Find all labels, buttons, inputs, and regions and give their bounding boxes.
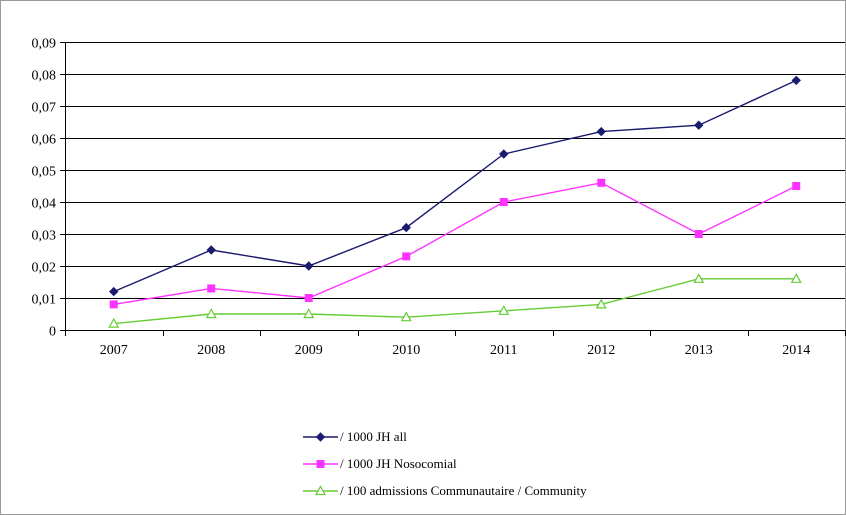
data-point	[694, 120, 704, 130]
axes	[60, 42, 846, 336]
y-tick-label: 0,09	[32, 37, 57, 52]
data-point	[401, 222, 411, 233]
y-tick-label: 0,04	[32, 197, 57, 212]
data-point	[498, 305, 510, 315]
legend-item: / 100 admissions Communautaire / Communi…	[303, 483, 587, 498]
x-tick-label: 2014	[782, 343, 810, 358]
x-tick-label: 2009	[295, 343, 323, 358]
legend-marker	[315, 432, 326, 442]
series-1	[109, 75, 801, 297]
x-tick-label: 2010	[392, 343, 420, 358]
series-line	[113, 182, 797, 306]
legend-item: / 1000 JH Nosocomial	[303, 456, 457, 471]
y-tick-label: 0,03	[32, 229, 57, 244]
legend-marker	[316, 460, 325, 468]
data-point	[304, 294, 313, 302]
data-point	[303, 308, 315, 319]
data-point	[499, 149, 509, 159]
y-tick-label: 0,07	[32, 101, 57, 116]
data-point	[109, 300, 118, 309]
data-point	[595, 298, 607, 309]
x-tick-labels: 2007 2008 2009 2010 2011 2012 2013 2014	[100, 343, 811, 358]
gridlines	[65, 42, 845, 299]
data-point	[207, 284, 216, 293]
data-point	[597, 178, 606, 187]
series-line	[113, 278, 797, 325]
series-layer	[108, 75, 802, 328]
data-point	[108, 317, 120, 328]
data-point	[400, 311, 412, 322]
y-tick-labels: 0 0,01 0,02 0,03 0,04 0,05 0,06 0,07 0,08 0,09	[32, 37, 57, 340]
legend-item: / 1000 JH all	[303, 429, 407, 444]
data-point	[109, 286, 119, 297]
y-tick-label: 0,01	[32, 293, 57, 308]
data-point	[596, 126, 606, 137]
x-tick-label: 2008	[197, 343, 225, 358]
x-tick-label: 2007	[100, 343, 128, 358]
data-point	[205, 308, 217, 319]
y-tick-label: 0,06	[32, 133, 57, 148]
y-tick-label: 0	[49, 325, 56, 340]
y-tick-label: 0,08	[32, 69, 57, 84]
y-tick-label: 0,05	[32, 165, 57, 180]
data-point	[402, 252, 411, 261]
legend-marker	[314, 485, 327, 496]
x-tick-label: 2013	[685, 343, 713, 358]
data-point	[790, 273, 802, 283]
series-2	[109, 178, 801, 309]
y-tick-label: 0,02	[32, 261, 57, 276]
data-point	[792, 182, 801, 190]
data-point	[694, 230, 703, 238]
data-point	[206, 245, 216, 255]
data-point	[499, 198, 508, 206]
legend-label: / 1000 JH all	[340, 429, 407, 444]
legend-label: / 100 admissions Communautaire / Communi…	[340, 483, 587, 498]
data-point	[304, 261, 314, 271]
x-tick-label: 2011	[490, 343, 517, 358]
x-tick-label: 2012	[587, 343, 615, 358]
legend-label: / 1000 JH Nosocomial	[340, 456, 457, 471]
data-point	[693, 273, 705, 283]
legend: / 1000 JH all / 1000 JH Nosocomial / 100 a…	[303, 429, 587, 498]
series-3	[108, 273, 802, 328]
series-line	[113, 79, 797, 293]
data-point	[791, 75, 801, 86]
